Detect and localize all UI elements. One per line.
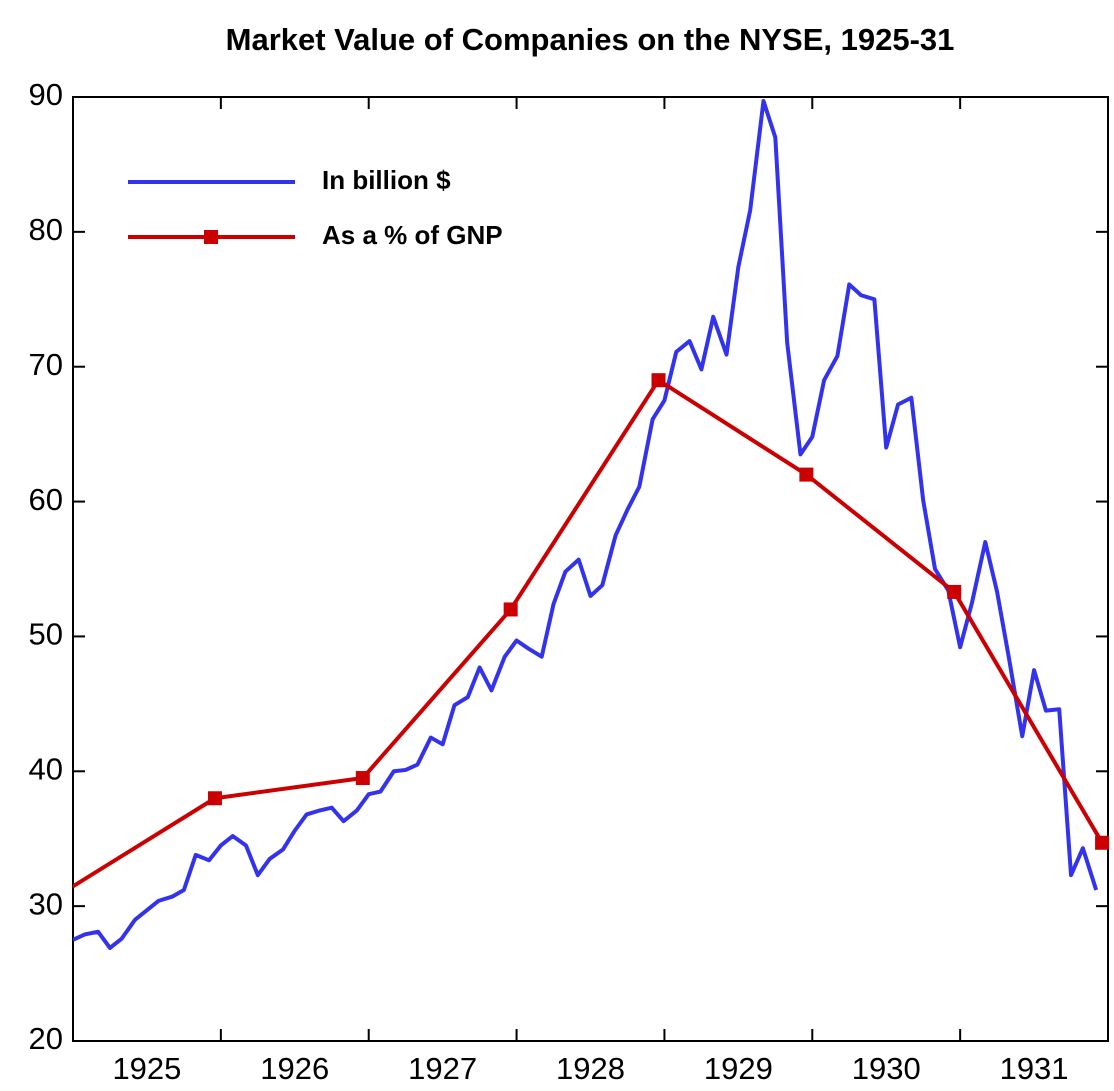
series-line [73,99,1099,950]
series-marker [355,771,370,786]
y-tick-label: 70 [29,347,63,382]
x-tick-label: 1925 [112,1051,181,1086]
y-tick-label: 20 [29,1021,63,1056]
x-tick-label: 1931 [1000,1051,1069,1086]
chart-title: Market Value of Companies on the NYSE, 1… [226,22,955,57]
y-tick-label: 50 [29,617,63,652]
y-tick-label: 90 [29,77,63,112]
legend-marker [204,230,218,244]
series-marker [799,467,814,482]
series-marker [947,584,962,599]
legend-label: As a % of GNP [322,220,503,250]
x-tick-label: 1930 [852,1051,921,1086]
x-tick-label: 1929 [704,1051,773,1086]
series-line [73,378,1104,889]
series-marker [651,373,666,388]
y-tick-label: 40 [29,751,63,786]
legend-label: In billion $ [322,165,451,195]
series-marker [1095,835,1110,850]
x-tick-label: 1927 [408,1051,477,1086]
series-marker [503,602,518,617]
plot-frame [72,96,1109,1042]
x-tick-label: 1926 [260,1051,329,1086]
y-tick-label: 30 [29,886,63,921]
x-tick-label: 1928 [556,1051,625,1086]
series-marker [207,791,222,806]
y-tick-label: 60 [29,482,63,517]
y-tick-label: 80 [29,212,63,247]
plot-area [73,99,1104,950]
